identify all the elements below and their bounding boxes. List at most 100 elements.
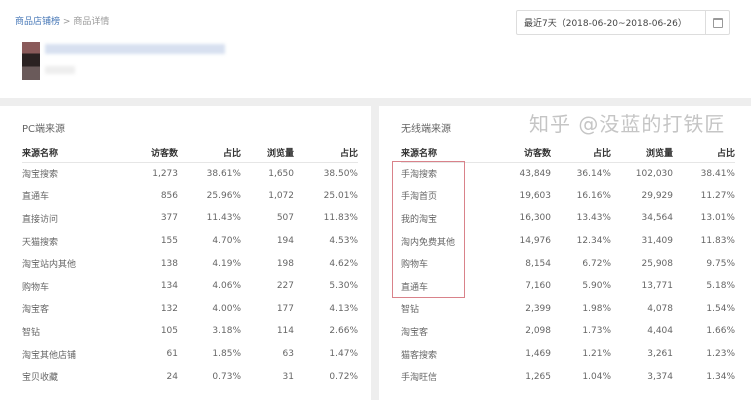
value-cell: 1.23%	[706, 349, 735, 360]
column-header[interactable]: 来源名称	[22, 144, 112, 163]
table-row: 智钻 105 3.18% 114 2.66%	[22, 320, 358, 343]
date-range-text: 最近7天（2018-06-20~2018-06-26）	[524, 19, 687, 29]
value-cell: 25.01%	[323, 190, 358, 201]
calendar-button[interactable]	[705, 11, 729, 34]
value-cell: 105	[160, 326, 178, 337]
mobile-source-panel: 无线端来源 来源名称 访客数 占比 浏览量 占比 手淘搜索 43,849 36.14% 102,…	[379, 106, 751, 400]
value-cell: 1.66%	[706, 326, 735, 337]
pc-source-title: PC端来源	[22, 124, 66, 135]
table-row: 直接访问 377 11.43% 507 11.83%	[22, 207, 358, 230]
column-header[interactable]: 访客数	[112, 144, 178, 163]
value-cell: 1,273	[152, 168, 178, 179]
column-header[interactable]: 浏览量	[241, 144, 294, 163]
source-name-cell: 猫客搜索	[401, 350, 438, 361]
breadcrumb-parent-link[interactable]: 商品店铺榜	[15, 17, 61, 27]
watermark: 知乎 @没蓝的打铁匠	[529, 112, 726, 136]
column-header[interactable]: 来源名称	[401, 144, 491, 163]
source-name-cell: 淘宝客	[401, 327, 429, 338]
value-cell: 4,078	[647, 303, 673, 314]
column-header[interactable]: 占比	[551, 144, 611, 163]
value-cell: 12.34%	[576, 236, 611, 247]
value-cell: 29,929	[641, 190, 674, 201]
value-cell: 1.98%	[582, 303, 611, 314]
column-header[interactable]: 占比	[673, 144, 735, 163]
source-name-cell: 淘宝客	[22, 305, 50, 316]
source-name-cell: 淘宝站内其他	[22, 260, 77, 271]
table-row: 天猫搜索 155 4.70% 194 4.53%	[22, 230, 358, 253]
source-name-cell: 手淘首页	[401, 192, 438, 203]
table-row: 购物车 8,154 6.72% 25,908 9.75%	[401, 252, 735, 275]
column-header[interactable]: 占比	[294, 144, 358, 163]
value-cell: 114	[276, 326, 294, 337]
value-cell: 31	[282, 371, 294, 382]
mobile-source-table: 来源名称 访客数 占比 浏览量 占比 手淘搜索 43,849 36.14% 102,030 38.…	[401, 144, 735, 388]
column-header[interactable]: 访客数	[491, 144, 551, 163]
value-cell: 5.90%	[582, 281, 611, 292]
source-name-cell: 智钻	[401, 305, 420, 316]
value-cell: 1.34%	[706, 371, 735, 382]
value-cell: 31,409	[641, 236, 674, 247]
breadcrumb-current: 商品详情	[73, 17, 110, 27]
column-header[interactable]: 浏览量	[611, 144, 673, 163]
value-cell: 7,160	[525, 281, 551, 292]
table-row: 我的淘宝 16,300 13.43% 34,564 13.01%	[401, 207, 735, 230]
value-cell: 13,771	[641, 281, 674, 292]
value-cell: 5.18%	[706, 281, 735, 292]
source-name-cell: 直通车	[401, 282, 429, 293]
value-cell: 25,908	[641, 258, 674, 269]
value-cell: 36.14%	[576, 168, 611, 179]
value-cell: 1,650	[268, 168, 294, 179]
table-row: 智钻 2,399 1.98% 4,078 1.54%	[401, 298, 735, 321]
value-cell: 3,261	[647, 349, 673, 360]
source-name-cell: 淘宝其他店铺	[22, 350, 77, 361]
value-cell: 1.54%	[706, 303, 735, 314]
value-cell: 194	[276, 236, 294, 247]
table-row: 手淘搜索 43,849 36.14% 102,030 38.41%	[401, 162, 735, 185]
value-cell: 102,030	[635, 168, 673, 179]
breadcrumb: 商品店铺榜 > 商品详情	[15, 14, 109, 27]
source-name-cell: 手淘旺信	[401, 373, 438, 384]
value-cell: 4.06%	[212, 281, 241, 292]
value-cell: 132	[160, 303, 178, 314]
source-name-cell: 直接访问	[22, 214, 59, 225]
value-cell: 19,603	[519, 190, 552, 201]
value-cell: 4.62%	[329, 258, 358, 269]
value-cell: 134	[160, 281, 178, 292]
value-cell: 4.13%	[329, 303, 358, 314]
value-cell: 4.53%	[329, 236, 358, 247]
value-cell: 0.72%	[329, 371, 358, 382]
product-meta-blurred	[45, 66, 75, 74]
value-cell: 377	[160, 213, 178, 224]
table-row: 猫客搜索 1,469 1.21% 3,261 1.23%	[401, 343, 735, 366]
value-cell: 1.85%	[212, 349, 241, 360]
source-name-cell: 直通车	[22, 192, 50, 203]
value-cell: 61	[166, 349, 178, 360]
date-range-picker[interactable]: 最近7天（2018-06-20~2018-06-26）	[516, 10, 730, 35]
value-cell: 8,154	[525, 258, 551, 269]
table-row: 淘内免费其他 14,976 12.34% 31,409 11.83%	[401, 230, 735, 253]
source-name-cell: 淘宝搜索	[22, 170, 59, 181]
source-name-cell: 购物车	[401, 260, 429, 271]
value-cell: 507	[276, 213, 294, 224]
table-row: 直通车 7,160 5.90% 13,771 5.18%	[401, 275, 735, 298]
value-cell: 198	[276, 258, 294, 269]
value-cell: 11.83%	[700, 236, 735, 247]
value-cell: 4.19%	[212, 258, 241, 269]
source-name-cell: 购物车	[22, 282, 50, 293]
value-cell: 177	[276, 303, 294, 314]
value-cell: 16.16%	[576, 190, 611, 201]
column-header[interactable]: 占比	[178, 144, 241, 163]
highlight-box	[392, 161, 465, 298]
table-row: 淘宝客 2,098 1.73% 4,404 1.66%	[401, 320, 735, 343]
value-cell: 38.41%	[700, 168, 735, 179]
mobile-source-title: 无线端来源	[401, 124, 451, 135]
value-cell: 24	[166, 371, 178, 382]
source-name-cell: 我的淘宝	[401, 214, 438, 225]
value-cell: 1.21%	[582, 349, 611, 360]
value-cell: 11.83%	[323, 213, 358, 224]
source-name-cell: 淘内免费其他	[401, 237, 456, 248]
value-cell: 4.70%	[212, 236, 241, 247]
value-cell: 14,976	[519, 236, 552, 247]
table-row: 直通车 856 25.96% 1,072 25.01%	[22, 185, 358, 208]
table-row: 手淘首页 19,603 16.16% 29,929 11.27%	[401, 185, 735, 208]
